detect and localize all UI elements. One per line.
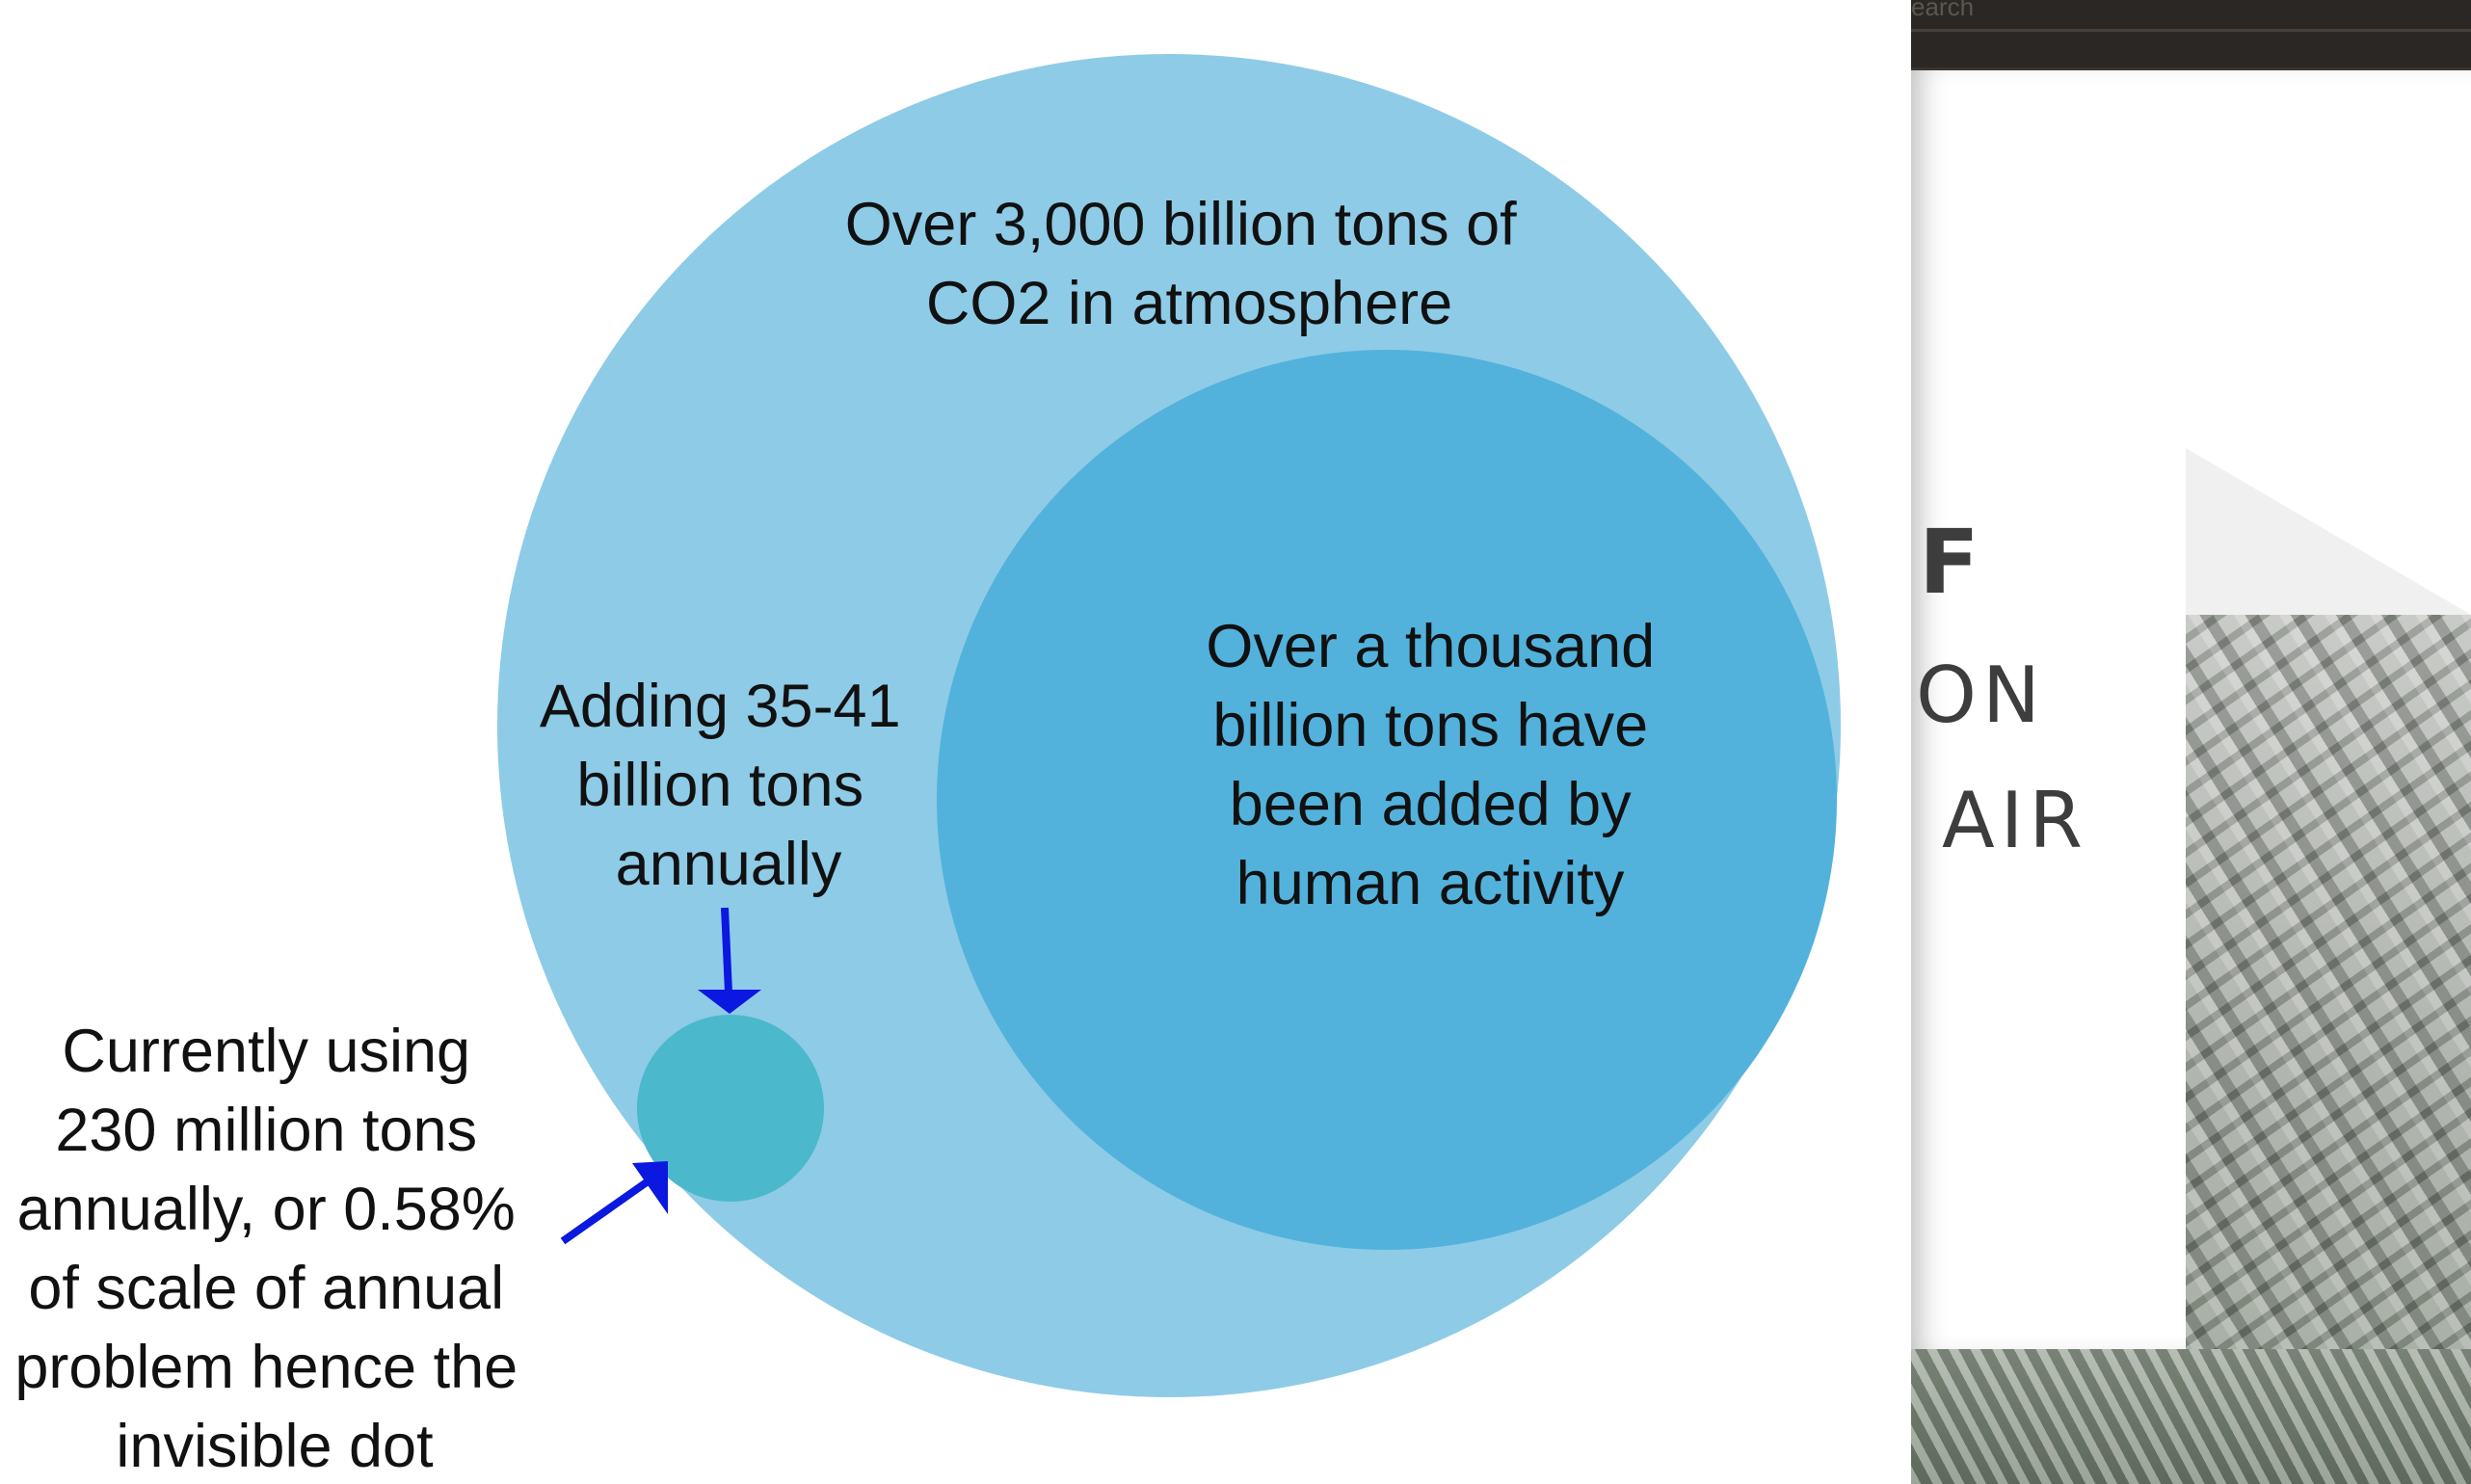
arrow-to-dot-edge bbox=[560, 1161, 668, 1245]
usage-label-line-1: Currently using bbox=[62, 1018, 470, 1085]
annual-label-line-1: Adding 35-41 bbox=[540, 673, 901, 740]
hero-text-card bbox=[1911, 70, 2186, 1349]
browser-toolbar: earch bbox=[1911, 0, 2471, 70]
co2-scale-diagram: Over 3,000 billion tons of CO2 in atmosp… bbox=[14, 54, 1841, 1480]
background-browser-window[interactable]: earch F ON AIR bbox=[1911, 0, 2471, 1484]
hero-photo bbox=[2186, 615, 2471, 1484]
inner-label-line-1: Over a thousand bbox=[1206, 613, 1655, 680]
hero-heading-line-3: AIR bbox=[1942, 776, 2088, 865]
arrow-down-to-dot bbox=[698, 907, 761, 1014]
inner-circle-human-added bbox=[937, 350, 1837, 1250]
usage-label-line-5: problem hence the bbox=[14, 1334, 518, 1401]
toolbar-divider bbox=[1911, 29, 2471, 32]
outer-circle-label: Over 3,000 billion tons of CO2 in atmosp… bbox=[845, 191, 1533, 337]
current-usage-label: Currently using 230 million tons annuall… bbox=[14, 1018, 534, 1480]
inner-circle-label: Over a thousand billion tons have been a… bbox=[1206, 613, 1671, 917]
outer-label-line-2: CO2 in atmosphere bbox=[926, 270, 1452, 337]
inner-label-line-3: been added by bbox=[1230, 771, 1632, 838]
usage-label-line-2: 230 million tons bbox=[55, 1097, 477, 1164]
usage-label-line-4: of scale of annual bbox=[28, 1255, 504, 1322]
usage-label-line-6: invisible dot bbox=[116, 1413, 434, 1480]
search-field-text[interactable]: earch bbox=[1911, 0, 1975, 21]
small-dot-annual bbox=[637, 1015, 824, 1202]
hero-heading-line-2: ON bbox=[1916, 650, 2046, 740]
inner-label-line-2: billion tons have bbox=[1212, 692, 1648, 759]
annual-label-line-3: annually bbox=[616, 831, 842, 898]
annual-addition-label: Adding 35-41 billion tons annually bbox=[540, 673, 917, 898]
usage-label-line-3: annually, or 0.58% bbox=[17, 1176, 516, 1243]
hero-heading-line-1: F bbox=[1919, 511, 1985, 614]
outer-label-line-1: Over 3,000 billion tons of bbox=[845, 191, 1517, 258]
inner-label-line-4: human activity bbox=[1236, 850, 1625, 917]
hero-photo-bottom-strip bbox=[1911, 1349, 2471, 1484]
annual-label-line-2: billion tons bbox=[576, 752, 864, 819]
